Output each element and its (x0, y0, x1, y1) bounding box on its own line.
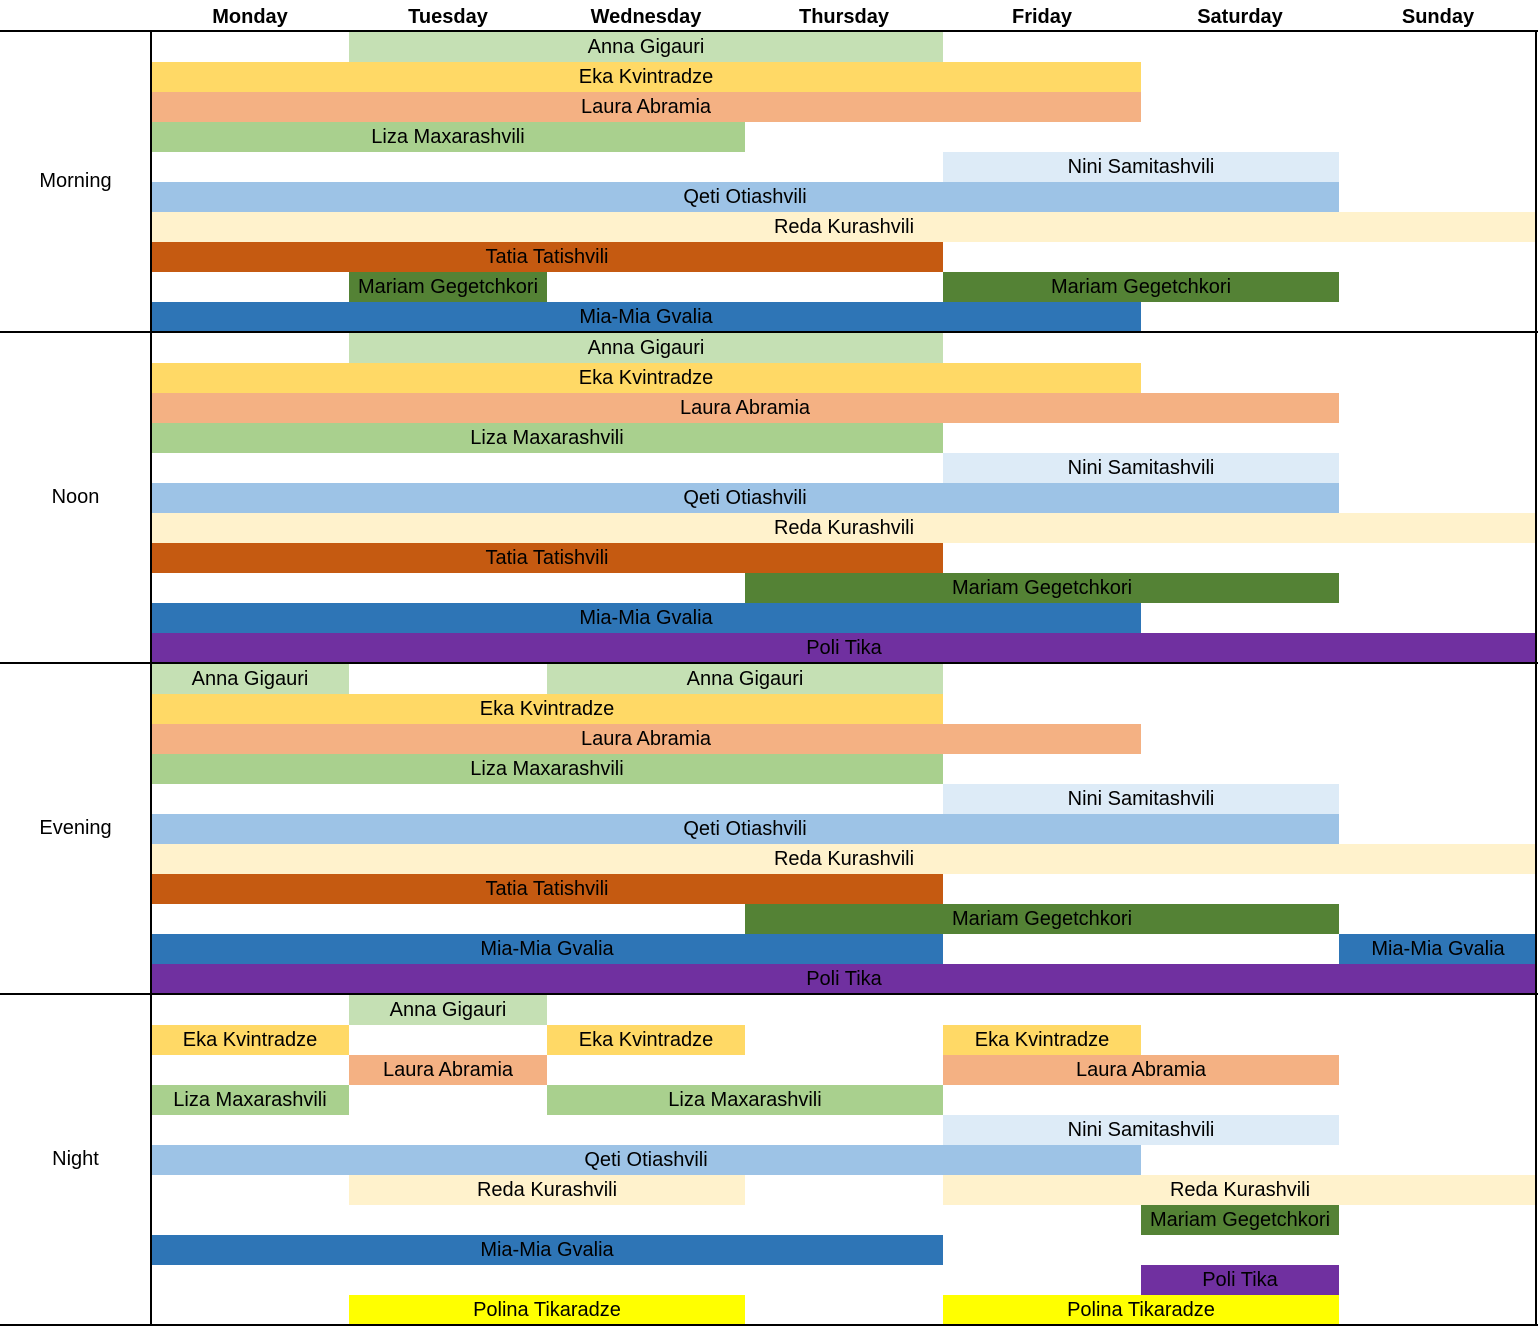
shift-bar-evening-tatia-tatishvili: Tatia Tatishvili (151, 874, 943, 904)
shift-bar-morning-mia-mia-gvalia: Mia-Mia Gvalia (151, 302, 1141, 332)
shift-bar-noon-liza-maxarashvili: Liza Maxarashvili (151, 423, 943, 453)
shift-bar-evening-liza-maxarashvili: Liza Maxarashvili (151, 754, 943, 784)
shift-bar-morning-laura-abramia: Laura Abramia (151, 92, 1141, 122)
shift-bar-night-liza-maxarashvili: Liza Maxarashvili (151, 1085, 349, 1115)
shift-bar-night-eka-kvintradze: Eka Kvintradze (943, 1025, 1141, 1055)
shift-bar-noon-eka-kvintradze: Eka Kvintradze (151, 363, 1141, 393)
shift-bar-morning-tatia-tatishvili: Tatia Tatishvili (151, 242, 943, 272)
day-header-tuesday: Tuesday (408, 6, 488, 28)
shift-bar-morning-nini-samitashvili: Nini Samitashvili (943, 152, 1339, 182)
shift-bar-evening-nini-samitashvili: Nini Samitashvili (943, 784, 1339, 814)
shift-bar-noon-laura-abramia: Laura Abramia (151, 393, 1339, 423)
shift-bar-noon-mariam-gegetchkori: Mariam Gegetchkori (745, 573, 1339, 603)
shift-bar-noon-anna-gigauri: Anna Gigauri (349, 333, 943, 363)
period-separator (0, 331, 1538, 333)
shift-bar-night-mariam-gegetchkori: Mariam Gegetchkori (1141, 1205, 1339, 1235)
shift-bar-morning-liza-maxarashvili: Liza Maxarashvili (151, 122, 745, 152)
shift-bar-night-qeti-otiashvili: Qeti Otiashvili (151, 1145, 1141, 1175)
shift-bar-evening-mia-mia-gvalia: Mia-Mia Gvalia (151, 934, 943, 964)
period-label-evening: Evening (39, 817, 112, 839)
shift-bar-morning-mariam-gegetchkori: Mariam Gegetchkori (349, 272, 547, 302)
day-header-saturday: Saturday (1197, 6, 1283, 28)
shift-bar-noon-qeti-otiashvili: Qeti Otiashvili (151, 483, 1339, 513)
shift-bar-night-polina-tikaradze: Polina Tikaradze (349, 1295, 745, 1325)
shift-bar-noon-reda-kurashvili: Reda Kurashvili (151, 513, 1537, 543)
shift-bar-morning-qeti-otiashvili: Qeti Otiashvili (151, 182, 1339, 212)
shift-bar-morning-anna-gigauri: Anna Gigauri (349, 32, 943, 62)
shift-bar-morning-reda-kurashvili: Reda Kurashvili (151, 212, 1537, 242)
shift-bar-evening-anna-gigauri: Anna Gigauri (151, 664, 349, 694)
day-header-thursday: Thursday (798, 6, 890, 28)
shift-bar-evening-eka-kvintradze: Eka Kvintradze (151, 694, 943, 724)
shift-bar-night-reda-kurashvili: Reda Kurashvili (943, 1175, 1537, 1205)
day-header-monday: Monday (212, 6, 288, 28)
shift-bar-night-eka-kvintradze: Eka Kvintradze (547, 1025, 745, 1055)
shift-bar-evening-mariam-gegetchkori: Mariam Gegetchkori (745, 904, 1339, 934)
period-separator (0, 1324, 1538, 1326)
shift-bar-noon-tatia-tatishvili: Tatia Tatishvili (151, 543, 943, 573)
period-separator (0, 30, 1538, 32)
shift-bar-night-mia-mia-gvalia: Mia-Mia Gvalia (151, 1235, 943, 1265)
shift-bar-evening-reda-kurashvili: Reda Kurashvili (151, 844, 1537, 874)
period-separator (0, 662, 1538, 664)
period-label-morning: Morning (39, 170, 112, 192)
period-separator (0, 993, 1538, 995)
day-header-friday: Friday (1011, 6, 1073, 28)
grid-border (150, 30, 152, 1326)
shift-bar-noon-mia-mia-gvalia: Mia-Mia Gvalia (151, 603, 1141, 633)
shift-bar-evening-anna-gigauri: Anna Gigauri (547, 664, 943, 694)
shift-bar-morning-mariam-gegetchkori: Mariam Gegetchkori (943, 272, 1339, 302)
day-header-wednesday: Wednesday (590, 6, 702, 28)
shift-bar-night-reda-kurashvili: Reda Kurashvili (349, 1175, 745, 1205)
shift-bar-night-poli-tika: Poli Tika (1141, 1265, 1339, 1295)
grid-border (1535, 30, 1537, 1326)
shift-bar-noon-nini-samitashvili: Nini Samitashvili (943, 453, 1339, 483)
shift-bar-night-liza-maxarashvili: Liza Maxarashvili (547, 1085, 943, 1115)
shift-bar-morning-eka-kvintradze: Eka Kvintradze (151, 62, 1141, 92)
shift-bar-noon-poli-tika: Poli Tika (151, 633, 1537, 663)
day-header-sunday: Sunday (1401, 6, 1475, 28)
period-label-noon: Noon (51, 486, 100, 508)
period-label-night: Night (52, 1148, 99, 1170)
shift-bar-night-eka-kvintradze: Eka Kvintradze (151, 1025, 349, 1055)
shift-bar-night-nini-samitashvili: Nini Samitashvili (943, 1115, 1339, 1145)
shift-bar-evening-laura-abramia: Laura Abramia (151, 724, 1141, 754)
shift-bar-evening-poli-tika: Poli Tika (151, 964, 1537, 994)
shift-bar-night-anna-gigauri: Anna Gigauri (349, 995, 547, 1025)
shift-bar-evening-qeti-otiashvili: Qeti Otiashvili (151, 814, 1339, 844)
shift-bar-night-laura-abramia: Laura Abramia (349, 1055, 547, 1085)
shift-bar-night-polina-tikaradze: Polina Tikaradze (943, 1295, 1339, 1325)
shift-bar-evening-mia-mia-gvalia: Mia-Mia Gvalia (1339, 934, 1537, 964)
shift-bar-night-laura-abramia: Laura Abramia (943, 1055, 1339, 1085)
